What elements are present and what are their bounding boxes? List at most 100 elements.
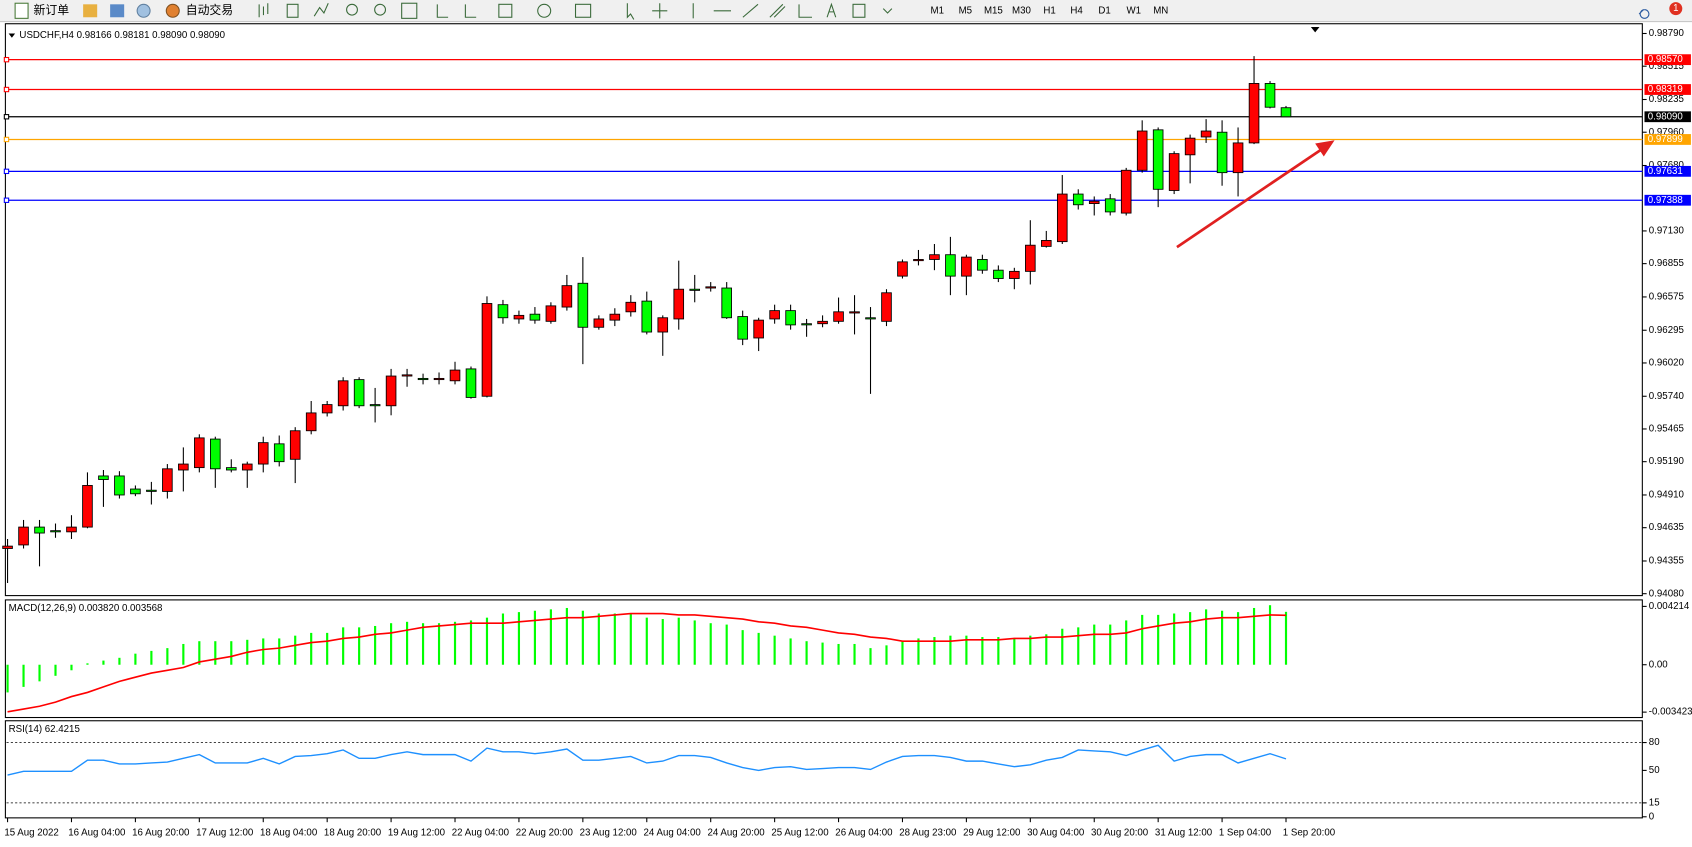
macd-bar	[917, 638, 920, 665]
macd-bar	[278, 638, 281, 665]
candle-body	[433, 377, 445, 381]
level-handle	[3, 56, 10, 63]
new-order-label: 新订单	[33, 3, 69, 17]
notification-badge[interactable]	[1669, 2, 1683, 16]
candle-body	[881, 292, 892, 322]
zoom-out-icon[interactable]	[374, 3, 387, 16]
x-tick-label: 28 Aug 23:00	[899, 828, 957, 839]
macd-signal-line	[7, 612, 1287, 713]
label-icon[interactable]	[852, 3, 866, 18]
line-chart-icon[interactable]	[313, 3, 329, 17]
candle-body	[1025, 244, 1036, 272]
text-icon[interactable]	[826, 2, 837, 18]
candle-body	[689, 288, 701, 291]
candle-body	[977, 259, 988, 271]
candle-body	[289, 430, 301, 460]
y-tick-label: 0.94355	[1649, 556, 1684, 567]
toolbar-icon[interactable]	[136, 3, 151, 18]
x-tick-label: 16 Aug 20:00	[132, 828, 190, 839]
macd-bar	[214, 641, 217, 665]
auto-trading-button[interactable]: 自动交易	[165, 3, 233, 18]
toolbar: 新订单 自动交易	[0, 0, 1692, 23]
macd-bar	[1013, 638, 1016, 665]
macd-bar	[741, 630, 744, 665]
y-tick-label: 0.95190	[1649, 456, 1685, 467]
new-order-button[interactable]: 新订单	[14, 2, 69, 19]
macd-bar	[374, 625, 377, 665]
x-tick-label: 1 Sep 04:00	[1219, 828, 1272, 839]
periods-icon[interactable]	[537, 3, 552, 18]
level-label: 0.97631	[1648, 166, 1683, 177]
level-label: 0.97899	[1648, 134, 1683, 145]
toolbar-icon[interactable]	[83, 4, 98, 18]
y-tick-label: 0.98235	[1649, 94, 1684, 105]
macd-bar	[565, 607, 568, 665]
macd-bar	[1284, 611, 1288, 665]
candle-body	[162, 468, 173, 492]
candle-body	[82, 485, 93, 528]
candle-body	[1280, 107, 1292, 118]
indicators-icon[interactable]	[498, 3, 513, 18]
y-tick-label: 0.94080	[1649, 588, 1685, 599]
auto-trading-icon	[165, 3, 180, 18]
candle-body	[737, 316, 748, 340]
cursor-icon[interactable]	[626, 3, 635, 20]
timeframe-button[interactable]: MN	[1153, 5, 1168, 16]
macd-bar	[358, 627, 361, 665]
candle-body	[385, 375, 397, 407]
macd-bar	[885, 645, 888, 665]
macd-bar	[853, 643, 856, 665]
timeframe-button[interactable]: M1	[930, 5, 943, 16]
candle-body	[625, 301, 637, 313]
x-tick-label: 24 Aug 20:00	[707, 828, 765, 839]
timeframe-button[interactable]: M30	[1012, 5, 1031, 16]
candle-body	[353, 379, 365, 407]
candle-icon[interactable]	[286, 3, 299, 18]
templates-icon[interactable]	[574, 3, 592, 18]
timeframe-button[interactable]: H1	[1043, 5, 1055, 16]
shift-icon[interactable]	[464, 4, 477, 18]
timeframe-button[interactable]: M5	[959, 5, 972, 16]
macd-bar	[613, 613, 616, 665]
search-icon[interactable]	[1638, 9, 1650, 19]
timeframe-button[interactable]: W1	[1126, 5, 1141, 16]
toolbar-icon[interactable]	[110, 4, 125, 18]
candle-body	[865, 317, 876, 320]
trendline-icon[interactable]	[742, 3, 759, 18]
crosshair-icon[interactable]	[652, 3, 668, 19]
arrows-icon[interactable]	[882, 8, 893, 14]
toolbar-background	[0, 0, 1692, 22]
macd-bar	[437, 623, 441, 665]
x-tick-label: 15 Aug 2022	[4, 828, 59, 839]
macd-bar	[805, 641, 808, 665]
level-handle	[3, 86, 10, 93]
macd-bar	[725, 624, 728, 665]
macd-bar	[1252, 607, 1256, 665]
candle-body	[146, 489, 157, 492]
candle-body	[721, 287, 732, 319]
y-tick-label: 0.00	[1649, 659, 1668, 670]
candle-body	[18, 526, 29, 546]
zoom-in-icon[interactable]	[346, 3, 358, 16]
macd-bar	[342, 627, 345, 665]
fibo-icon[interactable]	[798, 4, 812, 18]
candle-body	[833, 311, 844, 322]
y-tick-label: 50	[1649, 765, 1660, 776]
macd-bar	[773, 635, 776, 665]
rsi-line	[7, 744, 1287, 776]
autoscroll-icon[interactable]	[436, 4, 449, 18]
candle-body	[130, 488, 141, 495]
timeframe-button[interactable]: D1	[1098, 5, 1110, 16]
y-tick-label: 0.98790	[1649, 28, 1685, 39]
macd-panel	[4, 599, 1643, 719]
candle-body	[1056, 193, 1068, 243]
tile-icon[interactable]	[401, 2, 418, 19]
rsi-title: RSI(14) 62.4215	[9, 724, 80, 735]
timeframe-button[interactable]: M15	[984, 5, 1003, 16]
candle-body	[417, 377, 429, 381]
macd-title: MACD(12,26,9) 0.003820 0.003568	[9, 603, 163, 614]
channel-icon[interactable]	[769, 3, 786, 18]
bar-chart-icon[interactable]	[258, 3, 269, 18]
candle-body	[50, 530, 61, 533]
timeframe-button[interactable]: H4	[1070, 5, 1083, 16]
